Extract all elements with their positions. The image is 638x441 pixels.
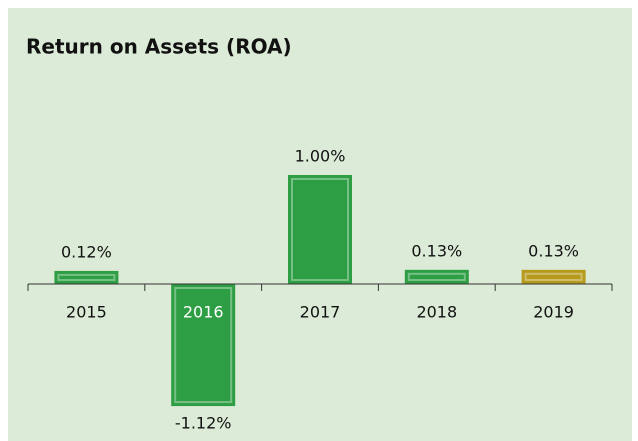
bar [54, 270, 119, 284]
bar [521, 269, 586, 284]
x-tick-label: 2018 [416, 303, 457, 322]
bar-bevel [291, 178, 349, 281]
x-tick-label: 2016 [183, 303, 224, 322]
chart-title: Return on Assets (ROA) [26, 35, 292, 59]
value-label: 0.12% [61, 242, 112, 261]
bar-bevel [407, 272, 466, 281]
bar [288, 175, 352, 284]
value-label: 0.13% [411, 241, 462, 260]
bar-bevel [57, 273, 116, 282]
bar-bevel [174, 287, 233, 404]
bar [404, 269, 469, 284]
value-label: 0.13% [528, 241, 579, 260]
x-tick-label: 2017 [300, 303, 341, 322]
value-label: -1.12% [175, 414, 232, 433]
x-tick-label: 2019 [533, 303, 574, 322]
value-label: 1.00% [295, 147, 346, 166]
bar [171, 284, 236, 407]
bar-bevel [524, 272, 583, 281]
x-tick-label: 2015 [66, 303, 107, 322]
